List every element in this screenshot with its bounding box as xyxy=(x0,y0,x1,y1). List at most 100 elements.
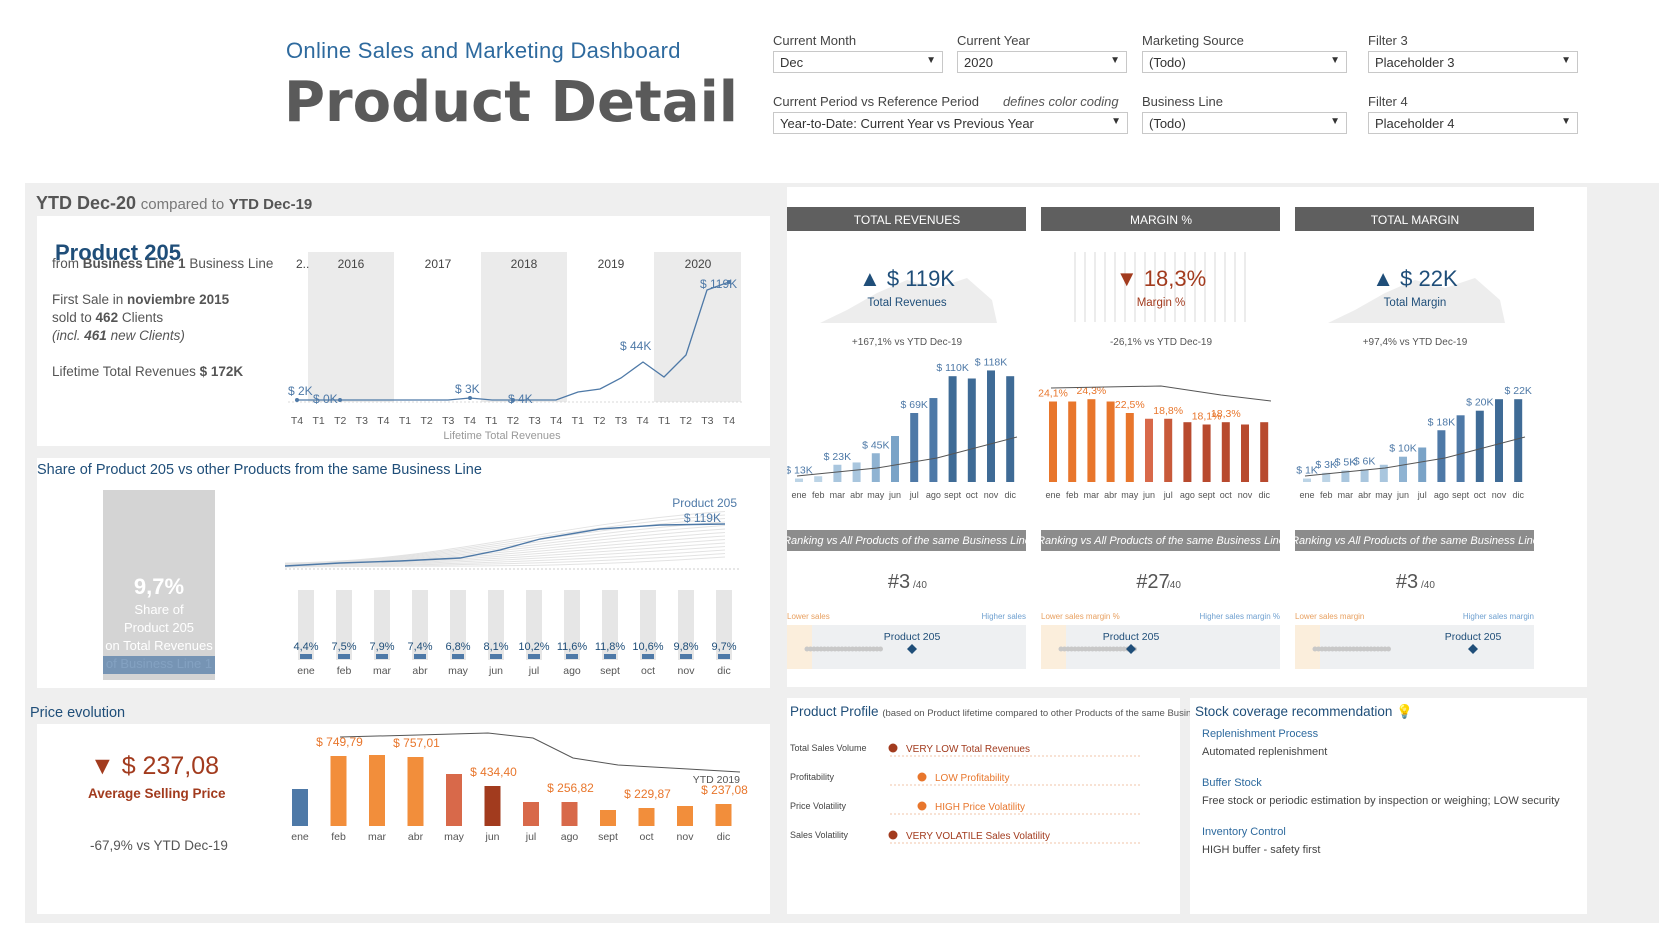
ranking-dot xyxy=(874,646,880,652)
share-bar xyxy=(680,654,692,659)
profile-title: Product Profile (based on Product lifeti… xyxy=(790,704,1230,719)
chevron-down-icon: ▼ xyxy=(1111,116,1121,127)
kpi-bar-label: $ 22K xyxy=(1504,385,1531,397)
kpi-month-label: nov xyxy=(1238,490,1253,500)
price-month-label: ene xyxy=(291,831,309,843)
quarter-label: T3 xyxy=(615,415,627,427)
ranking-dot xyxy=(815,646,820,652)
year-label: 2017 xyxy=(425,257,452,271)
kpi-month-label: sept xyxy=(1452,490,1470,500)
kpi-month-label: abr xyxy=(1358,490,1371,500)
current-month-select[interactable]: Dec ▼ xyxy=(773,51,943,73)
marketing-source-select[interactable]: (Todo) ▼ xyxy=(1142,51,1347,73)
kpi-sparkline-bar xyxy=(1124,252,1126,322)
kpi-bar xyxy=(1514,399,1523,482)
ranking-dot xyxy=(1312,646,1318,652)
quarter-label: T1 xyxy=(658,415,670,427)
ranking-dot xyxy=(878,646,883,652)
kpi-bar-label: $ 1K xyxy=(1296,465,1318,477)
current-year-select[interactable]: 2020 ▼ xyxy=(957,51,1127,73)
lifetime-label: $ 2K xyxy=(288,384,313,398)
price-title: Price evolution xyxy=(30,705,126,721)
kpi-bar-label: $ 45K xyxy=(862,439,889,451)
ranking-dot xyxy=(853,646,859,652)
ranking-dot xyxy=(1382,646,1388,652)
ranking-marker xyxy=(1126,644,1136,654)
kpi-month-label: may xyxy=(1375,490,1393,500)
filter3-select[interactable]: Placeholder 3 ▼ xyxy=(1368,51,1578,73)
price-change: -67,9% vs YTD Dec-19 xyxy=(90,838,228,853)
lifetime-value: $ 172K xyxy=(199,364,244,379)
lifetime-point xyxy=(468,396,472,400)
kpi-header-bg xyxy=(1295,207,1534,231)
kpi-bar xyxy=(967,378,976,482)
ranking-dot xyxy=(1086,646,1092,652)
share-chart: 9,7% Share of Product 205 on Total Revenues… xyxy=(103,490,740,680)
filter-label-filter3: Filter 3 xyxy=(1368,33,1408,48)
price-bar xyxy=(677,806,693,826)
lifetime-label: $ 119K xyxy=(700,277,737,291)
lifetime-point xyxy=(727,280,731,284)
price-month-label: abr xyxy=(408,831,424,843)
kpi-month-label: dic xyxy=(1004,490,1016,500)
ranking-of: /40 xyxy=(913,580,927,591)
share-bar xyxy=(414,654,426,659)
ranking-dot xyxy=(843,646,848,652)
share-bar-label: 7,9% xyxy=(369,641,394,653)
down-triangle-icon: ▼ xyxy=(90,752,115,780)
filter4-select[interactable]: Placeholder 4 ▼ xyxy=(1368,112,1578,134)
kpi-bar xyxy=(1106,401,1115,482)
year-label: 2018 xyxy=(511,257,538,271)
stock-item-text-2: Free stock or periodic estimation by ins… xyxy=(1202,795,1560,807)
profile-row-value: VERY VOLATILE Sales Volatility xyxy=(906,831,1050,842)
kpi-bar xyxy=(1475,410,1484,482)
period-reference: YTD Dec-19 xyxy=(228,196,313,213)
ranking-low-label: Lower sales margin % xyxy=(1041,612,1120,621)
lifetime-point xyxy=(511,398,515,402)
kpi-month-label: jul xyxy=(909,490,919,500)
price-bar-label: $ 229,87 xyxy=(624,787,671,801)
ranking-dot xyxy=(857,646,862,652)
year-label: 2020 xyxy=(685,257,712,271)
ranking-dot xyxy=(1316,646,1321,652)
lifetime-point xyxy=(338,398,342,402)
ranking-dot xyxy=(832,646,838,652)
business-line-select[interactable]: (Todo) ▼ xyxy=(1142,112,1347,134)
kpi-month-label: ene xyxy=(791,490,806,500)
clients-suffix: Clients xyxy=(121,310,164,325)
ranking-of: /40 xyxy=(1167,580,1181,591)
first-sale-date: noviembre 2015 xyxy=(127,292,230,307)
first-sale-prefix: First Sale in xyxy=(52,292,124,307)
ranking-dot xyxy=(1114,646,1120,652)
filter4-value: Placeholder 4 xyxy=(1375,116,1455,131)
stock-item-text-1: Automated replenishment xyxy=(1202,746,1328,758)
kpi-delta: -26,1% vs YTD Dec-19 xyxy=(1110,337,1213,348)
price-value-row: ▼ $ 237,08 xyxy=(90,752,219,781)
stock-title: Stock coverage recommendation xyxy=(1195,704,1393,719)
stock-item-head-3: Inventory Control xyxy=(1202,826,1286,838)
kpi-sparkline-bar xyxy=(1244,252,1246,322)
kpi-bar-label: $ 23K xyxy=(824,451,851,463)
kpi-bar xyxy=(1241,424,1249,482)
lifetime-axis-label: Lifetime Total Revenues xyxy=(443,430,561,442)
ranking-dot xyxy=(846,646,852,652)
share-bar xyxy=(490,654,502,659)
chevron-down-icon: ▼ xyxy=(1330,55,1340,66)
kpi-header: TOTAL MARGIN xyxy=(1371,213,1459,227)
ranking-header: Ranking vs All Products of the same Busi… xyxy=(787,535,1031,547)
share-bar-label: 4,4% xyxy=(293,641,318,653)
kpi-bar-label: 18,3% xyxy=(1211,408,1241,420)
period-select[interactable]: Year-to-Date: Current Year vs Previous Y… xyxy=(773,112,1128,134)
kpi-header-bg xyxy=(1041,207,1280,231)
bl-suffix: Business Line xyxy=(189,256,274,271)
kpi-month-label: jul xyxy=(1163,490,1173,500)
price-bar xyxy=(484,786,501,826)
new-clients: (incl. 461 new Clients) xyxy=(52,328,185,343)
kpi-bar-label: 24,1% xyxy=(1038,388,1068,400)
ranking-marker-label: Product 205 xyxy=(884,631,941,643)
stock-item-head-2: Buffer Stock xyxy=(1202,777,1262,789)
quarter-label: T4 xyxy=(723,415,735,427)
kpi-sparkline xyxy=(1328,278,1505,323)
kpi-sparkline-bar xyxy=(1194,252,1196,322)
kpi-bar xyxy=(814,476,823,482)
